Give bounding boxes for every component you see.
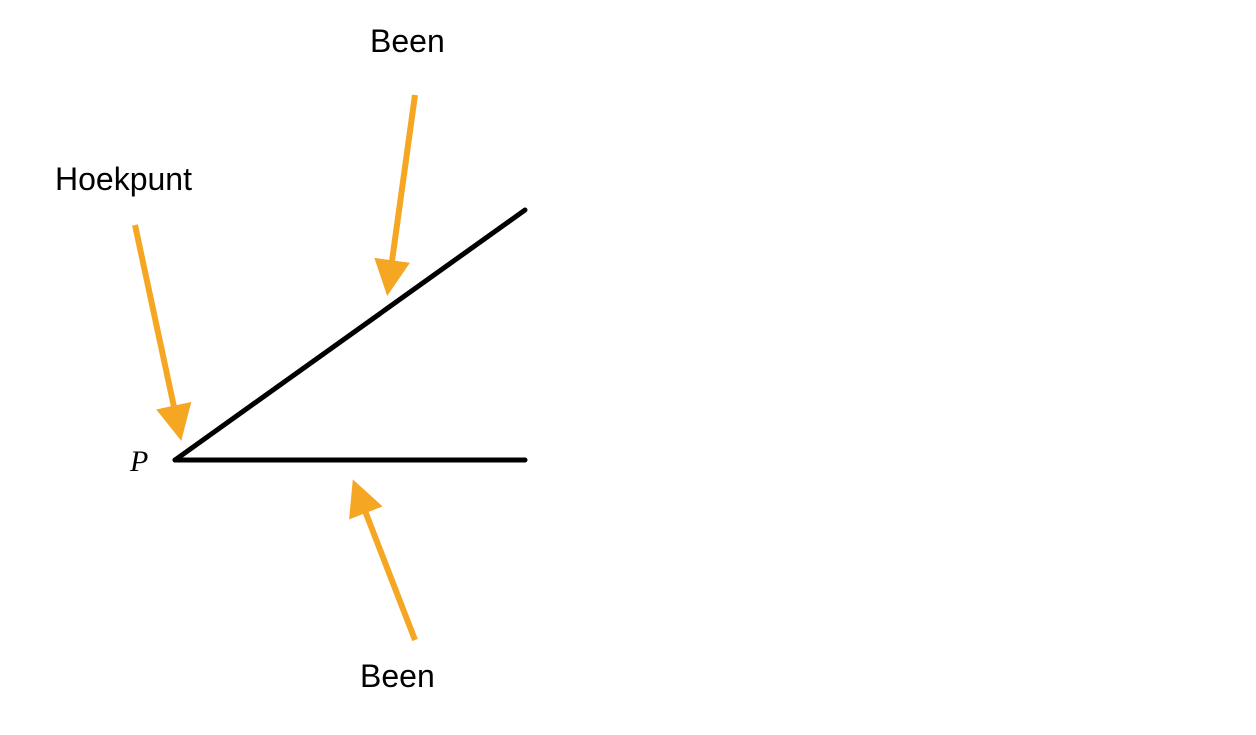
angle-diagram: P Hoekpunt Been Been [0,0,1256,735]
upper-ray [175,210,525,460]
been-upper-label: Been [370,23,445,60]
diagram-svg [0,0,1256,735]
been-upper-label-arrow [388,95,415,290]
hoekpunt-label-arrow [135,225,180,435]
vertex-label: P [130,445,148,479]
rays-group [175,210,525,460]
been-lower-label: Been [360,658,435,695]
been-lower-label-arrow [355,485,415,640]
hoekpunt-label: Hoekpunt [55,161,192,198]
